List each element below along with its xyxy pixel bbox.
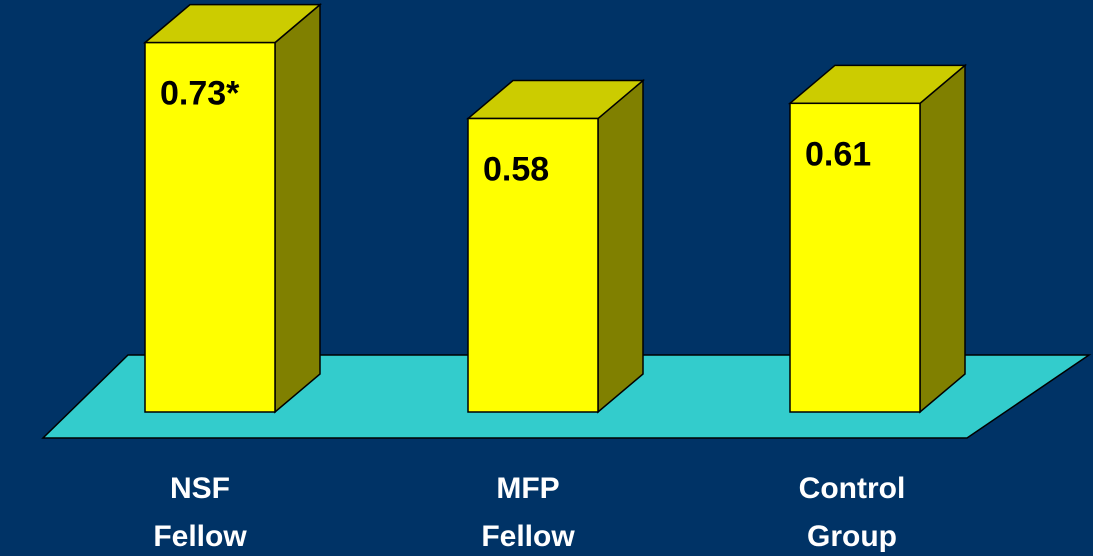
- category-label-line1: NSF: [170, 472, 230, 505]
- bar-front-face: [789, 102, 921, 413]
- bars-group: 0.73* 0.58 0.61: [142, 3, 968, 414]
- category-labels-group: NSF Fellow MFP Fellow Control Group: [153, 472, 905, 553]
- bar-side-face: [274, 3, 321, 414]
- bar-value-label: 0.61: [805, 135, 871, 173]
- bar-1: 0.58: [465, 78, 646, 414]
- bar-front-face: [467, 117, 599, 413]
- category-label-line2: Fellow: [153, 520, 247, 553]
- bar-side-face: [597, 78, 644, 414]
- bar-side-face: [919, 63, 966, 414]
- bar-value-label: 0.73*: [160, 75, 240, 113]
- category-label-line2: Group: [807, 520, 897, 553]
- category-label-line2: Fellow: [481, 520, 575, 553]
- category-label-line1: MFP: [496, 472, 559, 505]
- bar-0: 0.73*: [142, 3, 323, 414]
- category-label-line1: Control: [799, 472, 906, 505]
- bar-2: 0.61: [787, 63, 968, 414]
- bar-front-face: [144, 41, 276, 413]
- bar-value-label: 0.58: [483, 151, 549, 189]
